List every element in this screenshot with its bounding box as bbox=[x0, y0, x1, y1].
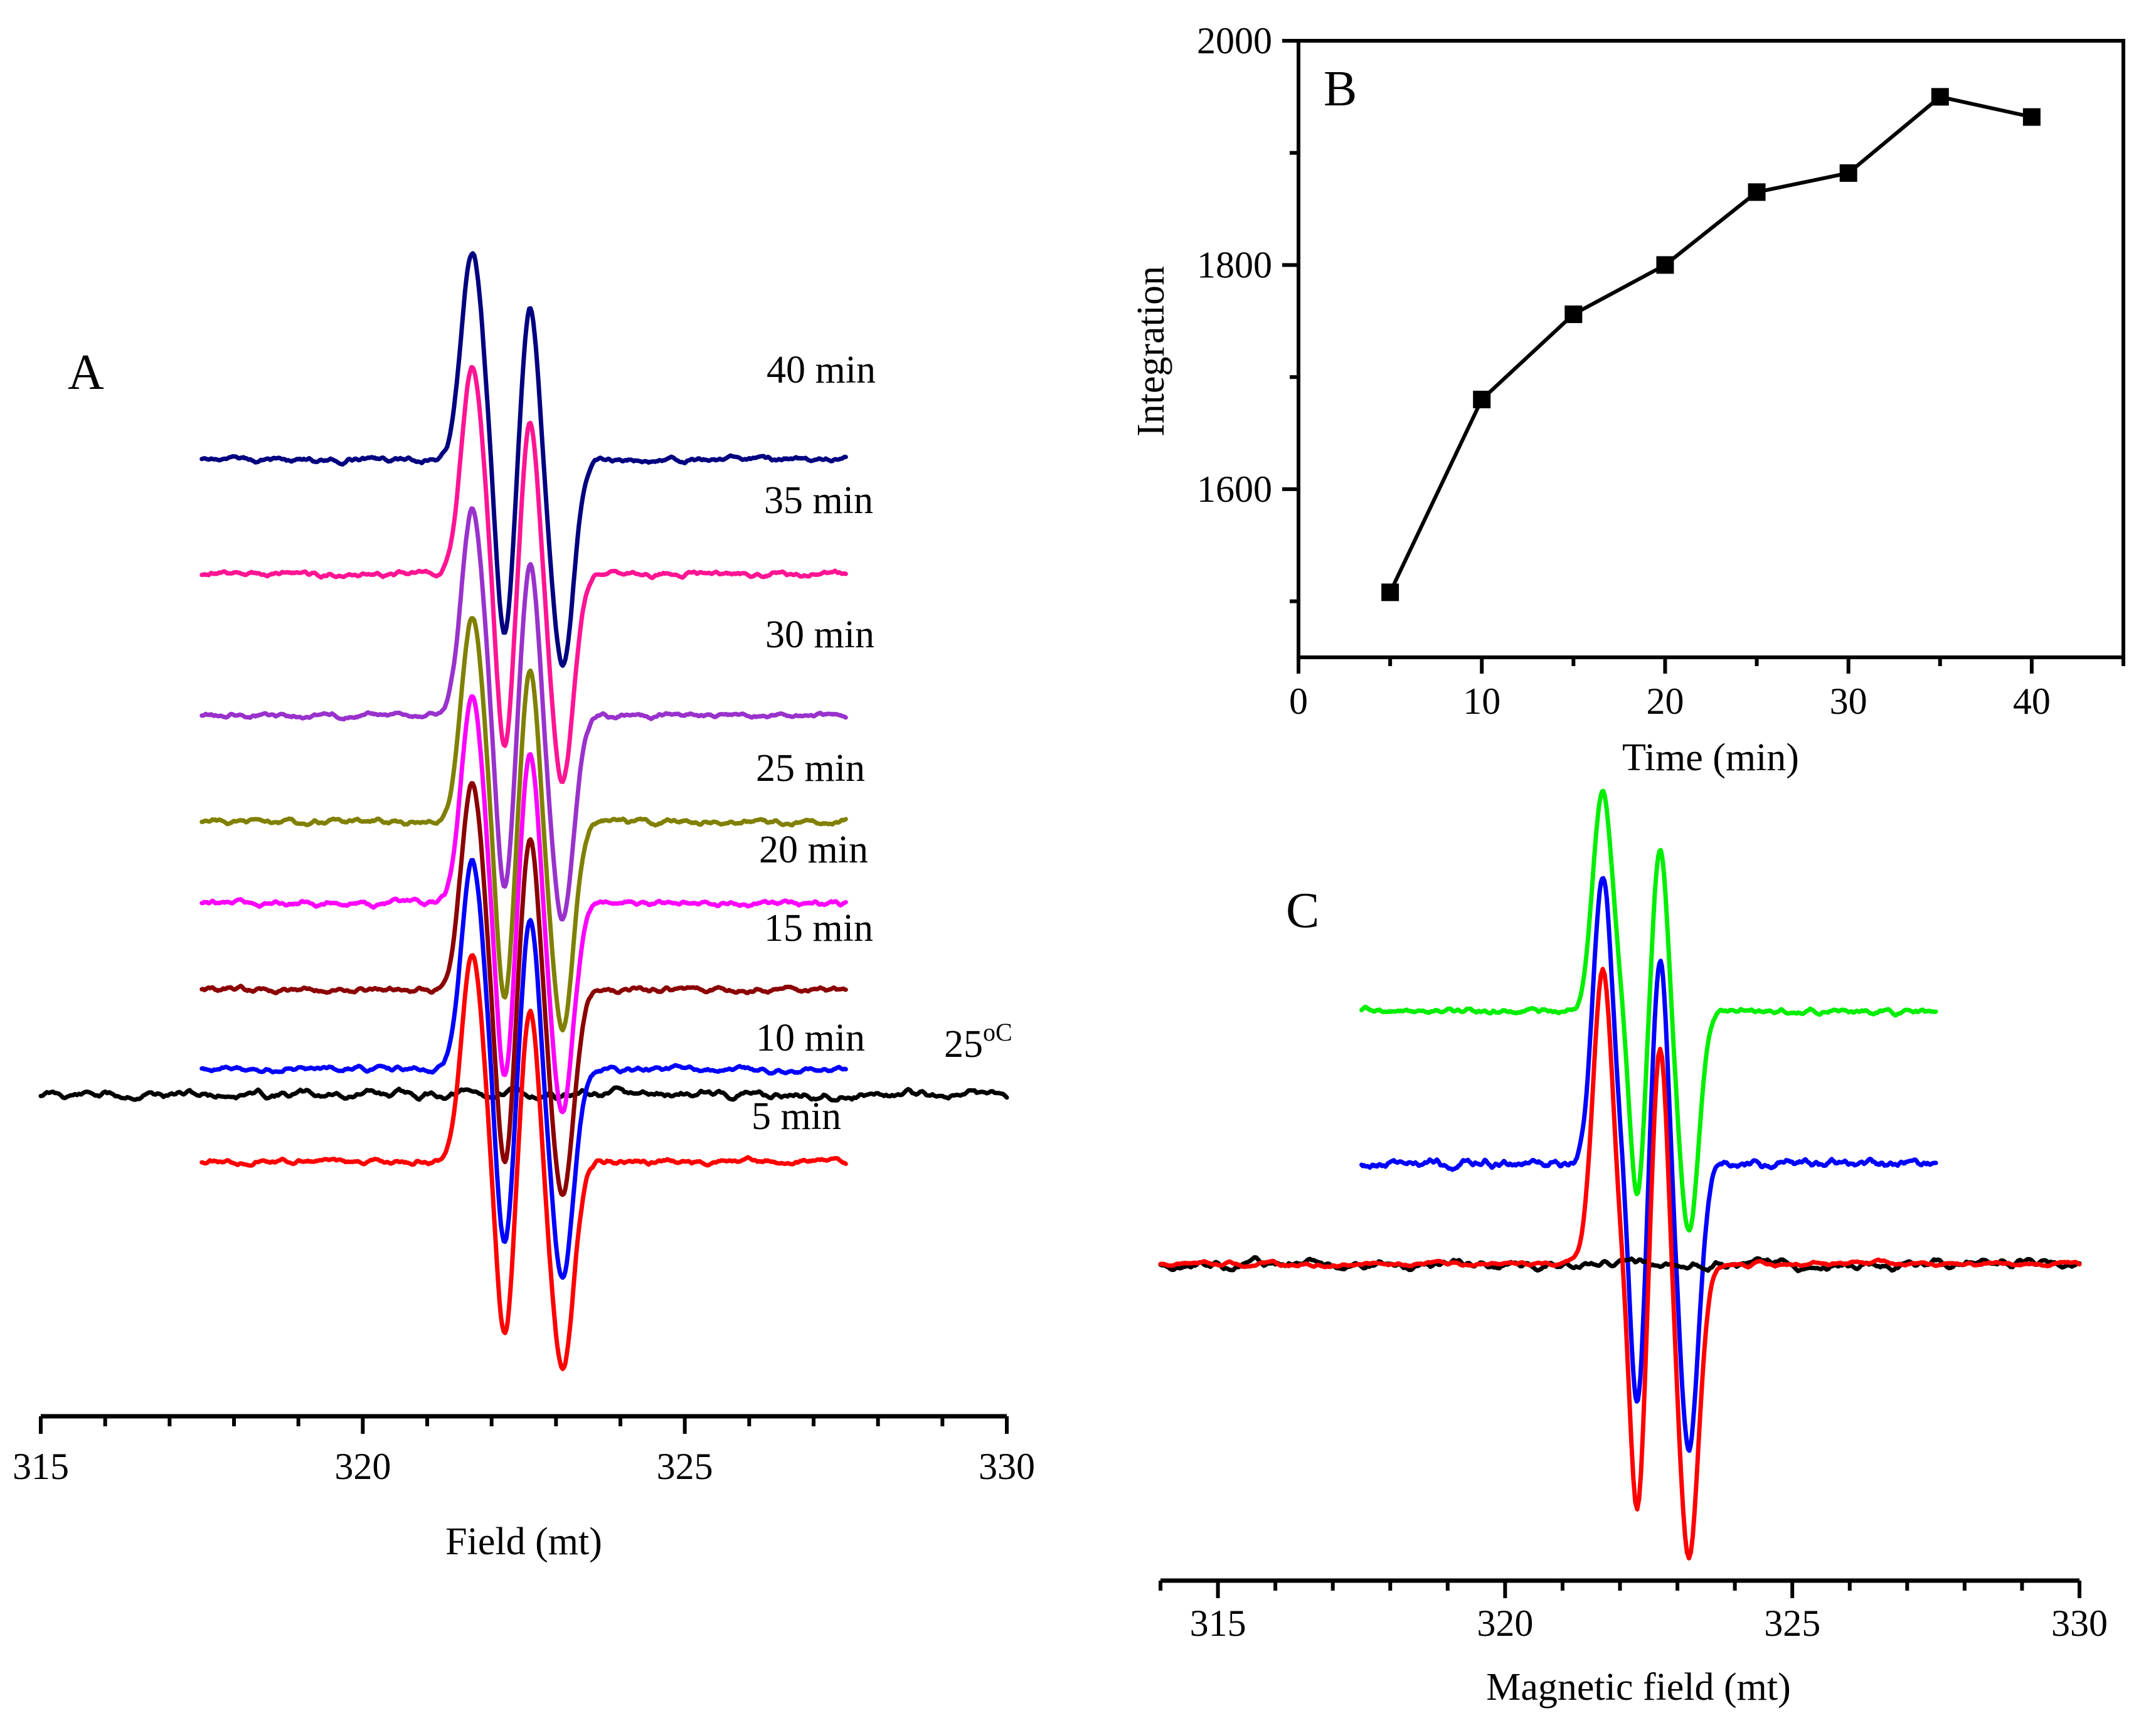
panel-c-tick-label: 315 bbox=[1190, 1603, 1246, 1644]
panel-a-label-20-min: 20 min bbox=[759, 829, 868, 871]
panel-a-trace-30-min bbox=[199, 506, 848, 922]
panel-b-marker bbox=[1931, 88, 1949, 106]
panel-c-x-label: Magnetic field (mt) bbox=[1486, 1666, 1791, 1709]
panel-a-trace-25-min bbox=[199, 616, 848, 1033]
panel-c-red-trace bbox=[1158, 967, 2082, 1561]
panel-b-x-tick-label: 30 bbox=[1830, 681, 1867, 722]
panel-a-trace-15-min bbox=[199, 781, 848, 1197]
panel-b-x-tick-label: 10 bbox=[1463, 681, 1500, 722]
panel-a-tick-label: 330 bbox=[979, 1446, 1035, 1487]
panel-b-x-tick-label: 40 bbox=[2013, 681, 2051, 722]
panel-b-marker bbox=[1839, 164, 1857, 182]
panel-b-marker bbox=[1564, 305, 1583, 324]
panel-b-y-tick-label: 1800 bbox=[1197, 244, 1272, 285]
panel-b-y-label: Integration bbox=[1130, 266, 1172, 437]
panel-c-x-ticks: 315 320 325 330 bbox=[1159, 1581, 2108, 1644]
panel-a-traces bbox=[38, 251, 1009, 1372]
panel-a-label-40-min: 40 min bbox=[767, 349, 876, 391]
panel-a-label-25-min: 25 min bbox=[756, 747, 865, 790]
panel-a-trace-5-min bbox=[199, 953, 848, 1372]
panel-a-tick-label: 315 bbox=[13, 1446, 69, 1487]
panel-b-x-ticks: 0 10 20 30 40 bbox=[1289, 657, 2125, 722]
panel-a-temperature-label: 25oC bbox=[944, 1018, 1012, 1066]
panel-a-trace-baseline-25c bbox=[38, 1085, 1009, 1103]
panel-b-y-tick-label: 2000 bbox=[1197, 20, 1272, 61]
panel-b: B 0 10 20 30 40 1600 1800 2000 Time (min) Inte… bbox=[1130, 20, 2125, 779]
panel-c: C 315 320 325 330 Magnetic field (mt) bbox=[1158, 788, 2108, 1709]
panel-a-letter: A bbox=[68, 345, 104, 400]
panel-b-marker bbox=[1748, 183, 1766, 201]
panel-a-label-30-min: 30 min bbox=[765, 613, 874, 656]
panel-a-trace-labels: 5 min 10 min 15 min 20 min 25 min 30 min 35 mi… bbox=[751, 349, 876, 1138]
panel-a-label-15-min: 15 min bbox=[764, 907, 873, 950]
panel-a-tick-label: 325 bbox=[657, 1446, 713, 1487]
panel-b-markers bbox=[1381, 88, 2041, 602]
panel-a-label-35-min: 35 min bbox=[764, 479, 873, 522]
panel-b-marker bbox=[1473, 390, 1491, 408]
panel-a-label-5-min: 5 min bbox=[751, 1095, 841, 1138]
panel-c-green-trace bbox=[1359, 788, 1938, 1233]
panel-a-label-10-min: 10 min bbox=[756, 1017, 865, 1059]
panel-c-tick-label: 330 bbox=[2051, 1603, 2108, 1644]
panel-a: A 5 min 10 min 15 min 20 min 25 min 30 min 35 … bbox=[13, 251, 1035, 1563]
panel-b-series-line bbox=[1388, 95, 2032, 593]
panel-a-trace-10-min bbox=[199, 857, 848, 1280]
panel-a-trace-20-min bbox=[199, 694, 848, 1115]
panel-c-tick-label: 320 bbox=[1477, 1603, 1533, 1644]
panel-c-letter: C bbox=[1286, 883, 1319, 938]
panel-b-x-tick-label: 0 bbox=[1289, 681, 1308, 722]
panel-b-marker bbox=[1656, 256, 1674, 274]
panel-a-x-ticks: 315 320 325 330 bbox=[13, 1416, 1035, 1487]
panel-b-x-label: Time (min) bbox=[1622, 736, 1799, 779]
panel-c-tick-label: 325 bbox=[1764, 1603, 1820, 1644]
panel-c-traces bbox=[1158, 788, 2082, 1561]
panel-b-y-ticks: 1600 1800 2000 bbox=[1197, 20, 1298, 603]
panel-c-blue-trace bbox=[1359, 876, 1938, 1453]
panel-b-marker bbox=[1381, 583, 1399, 602]
panel-b-letter: B bbox=[1324, 61, 1357, 117]
panel-a-tick-label: 320 bbox=[334, 1446, 391, 1487]
panel-a-x-label: Field (mt) bbox=[445, 1520, 602, 1563]
panel-a-trace-40-min bbox=[199, 251, 848, 668]
panel-a-trace-35-min bbox=[199, 364, 848, 784]
panel-b-marker bbox=[2022, 108, 2041, 126]
panel-b-y-tick-label: 1600 bbox=[1197, 469, 1272, 510]
panel-b-frame bbox=[1297, 39, 2125, 659]
panel-b-x-tick-label: 20 bbox=[1646, 681, 1684, 722]
